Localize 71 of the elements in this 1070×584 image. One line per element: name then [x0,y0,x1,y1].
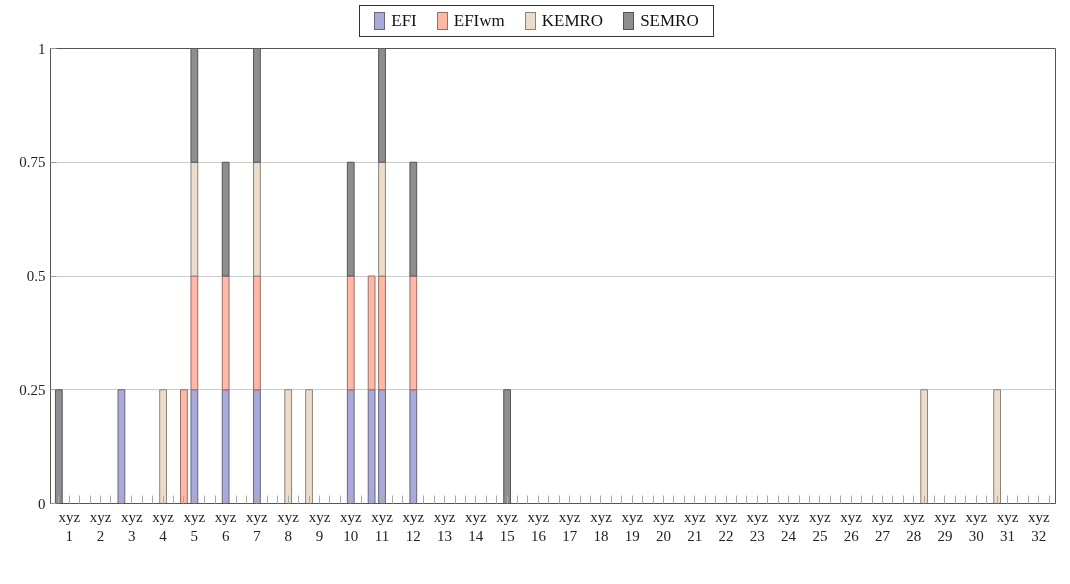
x-tick-label: xyz 5 [183,508,206,544]
bar [221,389,230,504]
x-tick-label: xyz 23 [746,508,769,544]
y-tick-label: 0.75 [19,154,46,171]
bar [367,275,376,391]
x-tick-label: xyz 32 [1027,508,1050,544]
x-tick-label: xyz 22 [715,508,738,544]
legend-label: EFIwm [453,10,505,32]
x-tick-label: xyz 8 [277,508,300,544]
bar [367,389,376,504]
bar [305,389,313,504]
x-tick-label: xyz 15 [496,508,519,544]
bar [346,389,355,504]
y-tick-label: 0 [38,495,46,512]
bar [253,275,261,391]
x-tick-label: xyz 18 [590,508,613,544]
bar [346,275,355,391]
bar [159,389,167,504]
x-tick-label: xyz 16 [527,508,550,544]
x-tick-label: xyz 21 [683,508,706,544]
bar [378,389,386,504]
bar [221,162,230,277]
bar [117,389,126,504]
bar [409,275,418,391]
y-tick-label: 0.5 [26,268,46,285]
bar [378,275,386,391]
bar [180,389,188,504]
bar [190,162,199,277]
bar [346,162,355,277]
bar [378,162,386,277]
x-tick-label: xyz 1 [58,508,81,544]
x-tick-label: xyz 4 [152,508,175,544]
x-tick-label: xyz 28 [902,508,925,544]
x-tick-label: xyz 12 [402,508,425,544]
x-tick-label: xyz 27 [871,508,894,544]
bar [409,389,418,504]
x-tick-label: xyz 6 [214,508,237,544]
bar [993,389,1002,504]
y-tick-label: 1 [38,40,46,57]
x-tick-label: xyz 31 [996,508,1019,544]
bar [253,162,261,277]
x-tick-label: xyz 20 [652,508,675,544]
x-tick-label: xyz 26 [840,508,863,544]
y-tick-label: 0.25 [19,382,46,399]
legend-label: KEMRO [541,10,604,32]
x-tick-label: xyz 29 [934,508,957,544]
bar [221,275,230,391]
x-tick-label: xyz 3 [120,508,143,544]
x-tick-label: xyz 11 [371,508,394,544]
legend-label: EFI [391,10,417,32]
x-tick-label: xyz 24 [777,508,800,544]
bar [920,389,929,504]
x-tick-label: xyz 9 [308,508,331,544]
x-tick-label: xyz 19 [621,508,644,544]
bar [190,389,199,504]
x-tick-label: xyz 30 [965,508,988,544]
x-tick-label: xyz 2 [89,508,112,544]
x-tick-label: xyz 7 [246,508,269,544]
bar [378,48,386,164]
bar [284,389,293,504]
bar [253,389,261,504]
x-tick-label: xyz 10 [339,508,362,544]
bar [190,275,199,391]
bar [409,162,418,277]
x-tick-label: xyz 13 [433,508,456,544]
x-tick-label: xyz 17 [558,508,581,544]
legend-label: SEMRO [640,10,699,32]
bar [190,48,199,164]
x-tick-label: xyz 14 [465,508,488,544]
x-tick-label: xyz 25 [809,508,832,544]
bar [253,48,261,164]
